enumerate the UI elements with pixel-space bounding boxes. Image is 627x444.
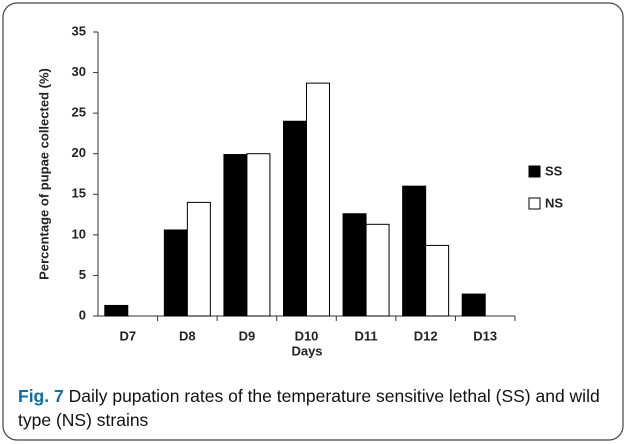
- x-tick-label: D13: [473, 328, 497, 343]
- x-tick-label: D11: [355, 328, 378, 343]
- y-tick-label: 20: [72, 145, 86, 160]
- caption-text: Daily pupation rates of the temperature …: [18, 386, 600, 430]
- bar: [104, 304, 129, 317]
- bar: [342, 213, 367, 317]
- legend-label: NS: [545, 195, 563, 210]
- y-tick-label: 10: [72, 226, 86, 241]
- bar: [365, 223, 390, 317]
- x-tick-label: D12: [414, 328, 438, 343]
- y-tick-label: 25: [72, 105, 86, 120]
- bar: [163, 229, 188, 317]
- x-tick-label: D10: [295, 328, 319, 343]
- y-axis-title: Percentage of pupae collected (%): [36, 68, 51, 280]
- caption-label: Fig. 7: [18, 386, 64, 406]
- bar: [425, 244, 450, 317]
- x-tick-label: D8: [179, 328, 196, 343]
- y-tick-label: 15: [72, 186, 86, 201]
- bar: [186, 201, 211, 317]
- bar: [246, 153, 271, 317]
- legend-swatch: [528, 165, 541, 178]
- x-axis-title: Days: [291, 343, 322, 358]
- legend-label: SS: [545, 163, 563, 178]
- y-tick-label: 5: [79, 267, 86, 282]
- bar: [461, 293, 486, 317]
- bar: [402, 185, 427, 317]
- bar: [283, 120, 307, 317]
- y-tick-label: 30: [72, 64, 86, 79]
- x-tick-label: D7: [119, 328, 136, 343]
- y-tick-label: 0: [79, 307, 86, 322]
- x-tick-label: D9: [239, 328, 256, 343]
- y-tick-label: 35: [72, 23, 86, 38]
- legend-swatch: [528, 197, 541, 210]
- bar: [306, 82, 330, 317]
- caption: Fig. 7 Daily pupation rates of the tempe…: [18, 384, 613, 432]
- bar: [223, 154, 248, 317]
